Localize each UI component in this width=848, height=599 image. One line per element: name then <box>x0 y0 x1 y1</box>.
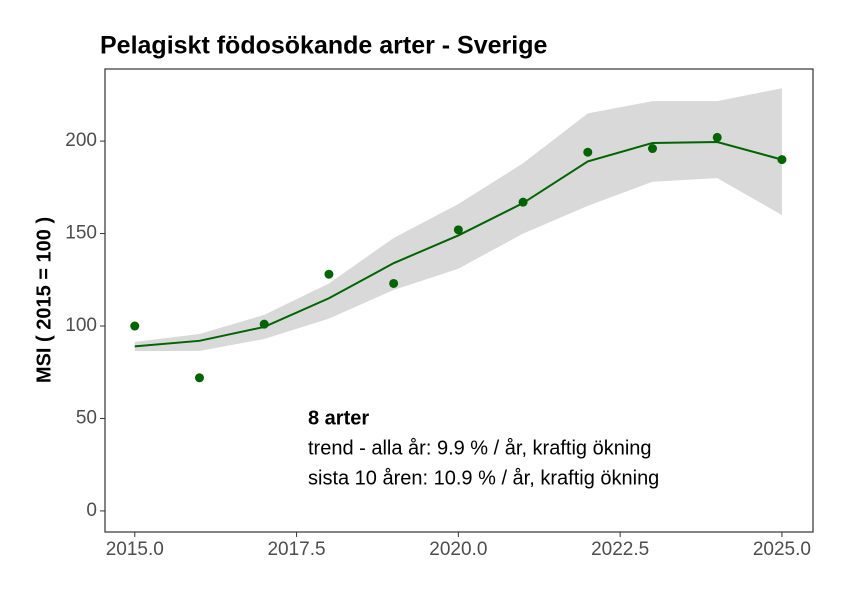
y-tick-label: 150 <box>65 223 97 244</box>
y-axis-label: MSI ( 2015 = 100 ) <box>33 217 55 383</box>
x-tick-label: 2015.0 <box>106 539 164 560</box>
data-point <box>777 155 787 165</box>
annotation: sista 10 åren: 10.9 % / år, kraftig ökni… <box>308 467 659 489</box>
x-tick-label: 2020.0 <box>429 539 487 560</box>
data-point <box>583 147 593 157</box>
annotation: 8 arter <box>308 407 369 429</box>
x-tick-label: 2017.5 <box>267 539 325 560</box>
plot-frame <box>104 68 814 533</box>
annotation: trend - alla år: 9.9 % / år, kraftig ökn… <box>308 437 652 459</box>
data-point <box>130 321 140 331</box>
x-tick-label: 2022.5 <box>591 539 649 560</box>
data-point <box>259 319 269 329</box>
y-tick-label: 0 <box>86 500 97 521</box>
confidence-band <box>134 88 782 351</box>
x-tick-label: 2025.0 <box>753 539 811 560</box>
data-point <box>648 144 658 154</box>
chart-title: Pelagiskt födosökande arter - Sverige <box>100 32 547 60</box>
y-tick-label: 200 <box>65 130 97 151</box>
data-point <box>194 373 204 383</box>
data-point <box>518 197 528 207</box>
y-tick-label: 50 <box>76 407 97 428</box>
y-tick-label: 100 <box>65 315 97 336</box>
data-point <box>324 269 334 279</box>
data-point <box>389 278 399 288</box>
data-point <box>453 225 463 235</box>
trend-line <box>134 141 783 348</box>
data-point <box>712 132 722 142</box>
